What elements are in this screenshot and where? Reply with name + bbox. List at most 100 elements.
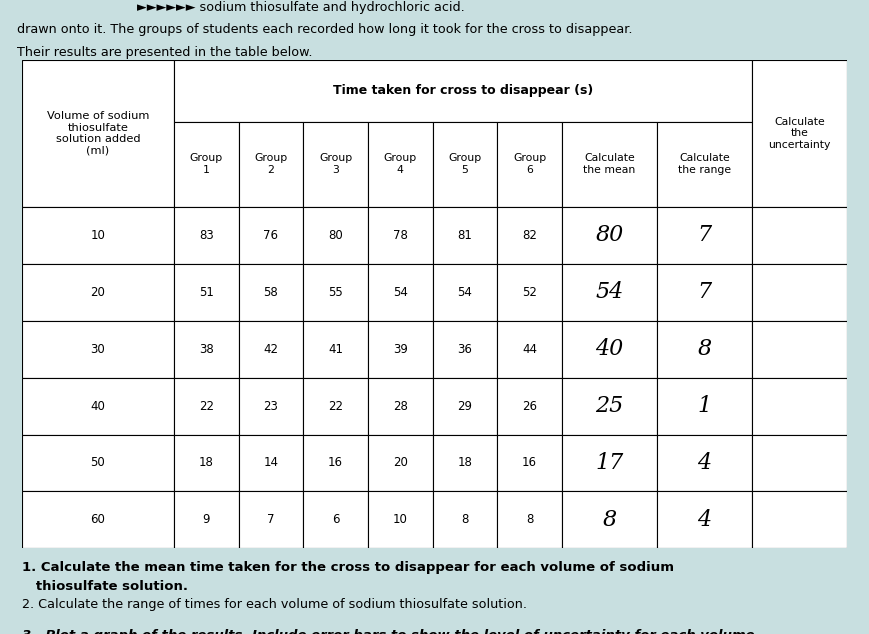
Text: 1. Calculate the mean time taken for the cross to disappear for each volume of s: 1. Calculate the mean time taken for the… [22,562,673,574]
Text: 54: 54 [457,285,473,299]
Text: Group
3: Group 3 [319,153,352,175]
Bar [497,434,562,491]
Bar [433,321,497,378]
Bar [239,264,303,321]
Bar [174,321,239,378]
Text: 10: 10 [393,514,408,526]
Text: 38: 38 [199,342,214,356]
Bar [753,321,847,378]
Bar [753,434,847,491]
Bar [239,207,303,264]
Text: Group
5: Group 5 [448,153,481,175]
Bar [303,491,368,548]
Bar [753,491,847,548]
Bar [497,207,562,264]
Text: Group
1: Group 1 [189,153,222,175]
Bar [433,264,497,321]
Bar [239,491,303,548]
Bar [433,378,497,434]
Bar [433,491,497,548]
Text: 78: 78 [393,229,408,242]
Text: 14: 14 [263,456,278,470]
Text: 22: 22 [199,399,214,413]
Bar [174,434,239,491]
Bar [303,378,368,434]
Text: 9: 9 [202,514,210,526]
Text: 23: 23 [263,399,278,413]
Bar [174,207,239,264]
Bar [368,434,433,491]
Text: Time taken for cross to disappear (s): Time taken for cross to disappear (s) [333,84,594,98]
Bar [753,378,847,434]
Bar [497,491,562,548]
Bar [368,321,433,378]
Bar [562,321,657,378]
Text: 52: 52 [522,285,537,299]
Bar [753,207,847,264]
Bar [657,491,753,548]
Bar [174,491,239,548]
Bar [22,434,174,491]
Text: Volume of sodium
thiosulfate
solution added
(ml): Volume of sodium thiosulfate solution ad… [47,111,149,156]
Text: 80: 80 [595,224,624,246]
Bar [239,378,303,434]
Bar [174,60,753,122]
Bar [174,264,239,321]
Bar [368,264,433,321]
Bar [22,491,174,548]
Bar [174,378,239,434]
Text: 16: 16 [522,456,537,470]
Bar [657,122,753,207]
Text: 58: 58 [263,285,278,299]
Text: 41: 41 [328,342,343,356]
Text: 50: 50 [90,456,105,470]
Text: 7: 7 [698,224,712,246]
Text: 26: 26 [522,399,537,413]
Bar [303,434,368,491]
Bar [174,122,239,207]
Text: thiosulfate solution.: thiosulfate solution. [22,579,188,593]
Text: 20: 20 [90,285,105,299]
Text: 16: 16 [328,456,343,470]
Text: 60: 60 [90,514,105,526]
Text: 8: 8 [698,338,712,360]
Text: Group
6: Group 6 [513,153,547,175]
Text: Their results are presented in the table below.: Their results are presented in the table… [17,46,313,59]
Bar [562,207,657,264]
Bar [22,264,174,321]
Text: 17: 17 [595,452,624,474]
Bar [657,321,753,378]
Bar [562,491,657,548]
Bar [562,122,657,207]
Text: 3.  Plot a graph of the results. Include error bars to show the level of uncerta: 3. Plot a graph of the results. Include … [22,629,754,634]
Bar [239,122,303,207]
Bar [433,207,497,264]
Text: 7: 7 [698,281,712,303]
Bar [497,122,562,207]
Text: drawn onto it. The groups of students each recorded how long it took for the cro: drawn onto it. The groups of students ea… [17,23,633,36]
Text: 55: 55 [328,285,343,299]
Text: 29: 29 [457,399,473,413]
Bar [562,264,657,321]
Bar [657,434,753,491]
Text: Calculate
the mean: Calculate the mean [583,153,635,175]
Text: 51: 51 [199,285,214,299]
Bar [753,60,847,207]
Text: Calculate
the range: Calculate the range [678,153,731,175]
Bar [22,60,174,207]
Bar [22,207,174,264]
Text: 30: 30 [90,342,105,356]
Text: 80: 80 [328,229,343,242]
Text: Group
2: Group 2 [255,153,288,175]
Bar [239,434,303,491]
Text: 22: 22 [328,399,343,413]
Bar [657,378,753,434]
Text: 42: 42 [263,342,278,356]
Bar [239,321,303,378]
Text: 83: 83 [199,229,214,242]
Bar [22,321,174,378]
Bar [368,491,433,548]
Text: 18: 18 [457,456,473,470]
Text: 4: 4 [698,509,712,531]
Bar [368,122,433,207]
